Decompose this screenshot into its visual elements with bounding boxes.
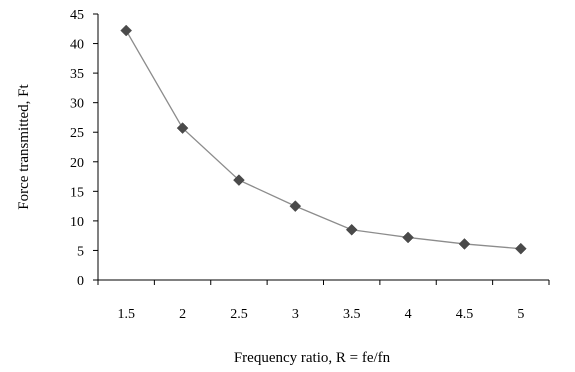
data-point-marker — [346, 224, 357, 235]
x-tick-label: 2.5 — [230, 307, 248, 322]
series — [121, 25, 527, 254]
y-tick-label: 40 — [70, 38, 84, 53]
y-tick-label: 45 — [70, 8, 84, 23]
x-tick-label: 4.5 — [456, 307, 474, 322]
y-tick-label: 10 — [70, 215, 84, 230]
y-tick-label: 35 — [70, 67, 84, 82]
data-point-marker — [459, 238, 470, 249]
data-point-marker — [403, 232, 414, 243]
y-tick-label: 25 — [70, 126, 84, 141]
series-line — [126, 31, 521, 249]
x-tick-label: 3.5 — [343, 307, 361, 322]
x-axis-title: Frequency ratio, R = fe/fn — [234, 350, 391, 366]
y-tick-label: 30 — [70, 97, 84, 112]
x-tick-label: 3 — [292, 307, 299, 322]
x-tick-label: 1.5 — [117, 307, 135, 322]
y-axis-title: Force transmitted, Ft — [16, 83, 32, 209]
x-tick-label: 4 — [405, 307, 412, 322]
data-point-marker — [290, 201, 301, 212]
x-tick-label: 2 — [179, 307, 186, 322]
y-tick-label: 20 — [70, 156, 84, 171]
data-point-marker — [515, 243, 526, 254]
y-tick-label: 5 — [77, 244, 84, 259]
data-point-marker — [121, 25, 132, 36]
y-tick-label: 15 — [70, 185, 84, 200]
y-tick-label: 0 — [77, 274, 84, 289]
y-axis: 0 5 10 15 20 25 30 35 40 45 — [70, 8, 98, 289]
x-tick-label: 5 — [517, 307, 524, 322]
x-axis: 1.5 2 2.5 3 3.5 4 4.5 5 — [98, 280, 549, 322]
